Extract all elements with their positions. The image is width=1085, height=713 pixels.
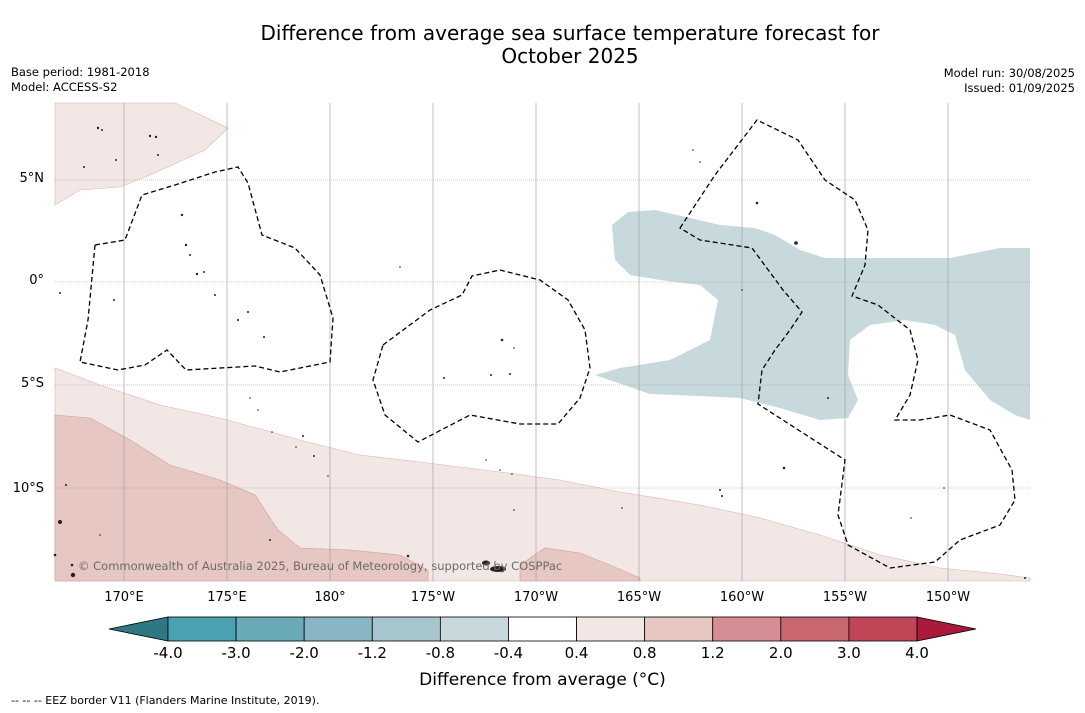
map-title: Difference from average sea surface temp… <box>0 22 1085 68</box>
meridians <box>123 103 949 581</box>
base-period-info: Base period: 1981-2018 Model: ACCESS-S2 <box>11 65 150 95</box>
eez-kiribati-gilbert <box>79 166 334 373</box>
colorbar-tick-label: -1.2 <box>357 644 387 662</box>
colorbar-tick-label: 2.0 <box>768 644 793 662</box>
lon-label-165w: 165°W <box>616 590 662 605</box>
lat-label-equator: 0° <box>29 273 44 288</box>
lat-label-5n: 5°N <box>19 171 45 186</box>
colorbar-segment <box>439 616 509 642</box>
eez-borders <box>79 119 1016 569</box>
lon-label-150w: 150°W <box>925 590 971 605</box>
colorbar-tick-label: -3.0 <box>221 644 251 662</box>
model-run-info: Model run: 30/08/2025 Issued: 01/09/2025 <box>944 66 1075 96</box>
lat-label-10s: 10°S <box>12 481 44 496</box>
map-attribution: © Commonwealth of Australia 2025, Bureau… <box>78 559 562 573</box>
colorbar-segment <box>644 616 714 642</box>
colorbar-tick-label: -0.4 <box>493 644 524 662</box>
colorbar-label: Difference from average (°C) <box>419 670 666 690</box>
islands <box>53 126 1026 579</box>
colorbar-segment <box>780 616 850 642</box>
eez-footnote: -- -- -- EEZ border V11 (Flanders Marine… <box>11 694 320 707</box>
eez-line-islands <box>679 119 1016 569</box>
base-period-text: Base period: 1981-2018 <box>11 65 150 79</box>
colorbar-segment <box>303 616 373 642</box>
colorbar-segment <box>576 616 646 642</box>
lon-label-155w: 155°W <box>822 590 868 605</box>
map-title-line1: Difference from average sea surface temp… <box>260 21 880 45</box>
colorbar-extend-low <box>108 616 169 642</box>
lat-label-5s: 5°S <box>20 376 44 391</box>
colorbar-tick-label: 0.8 <box>632 644 657 662</box>
colorbar-segments <box>108 616 977 642</box>
colorbar-segment <box>167 616 237 642</box>
colorbar-tick-label: 1.2 <box>700 644 725 662</box>
colorbar-tick-label: 3.0 <box>836 644 861 662</box>
anomaly-area-southwest <box>54 414 429 582</box>
lon-label-175w: 175°W <box>410 590 456 605</box>
lon-label-175e: 175°E <box>207 590 247 605</box>
issued-date-text: Issued: 01/09/2025 <box>964 81 1075 95</box>
map-title-line2: October 2025 <box>501 44 639 68</box>
colorbar-tick-label: -2.0 <box>289 644 319 662</box>
colorbar-segment <box>712 616 782 642</box>
gridlines <box>55 179 1030 489</box>
colorbar-tick-label: 4.0 <box>905 644 929 662</box>
anomaly-area-cold <box>595 210 1030 420</box>
lon-label-160w: 160°W <box>719 590 765 605</box>
colorbar-segment <box>848 616 918 642</box>
colorbar-segment <box>508 616 577 642</box>
colorbar-segment <box>235 616 305 642</box>
lon-label-170e: 170°E <box>104 590 144 605</box>
model-text: Model: ACCESS-S2 <box>11 80 118 94</box>
colorbar-tick-label: 0.4 <box>564 644 589 662</box>
lon-label-180: 180° <box>314 590 346 605</box>
colorbar-tick-label: -4.0 <box>153 644 183 662</box>
anomaly-area-south-center <box>519 547 641 582</box>
colorbar-extend-high <box>916 616 977 642</box>
model-run-text: Model run: 30/08/2025 <box>943 66 1075 80</box>
eez-tuvalu-tokelau <box>372 269 591 443</box>
lon-label-170w: 170°W <box>513 590 559 605</box>
colorbar-tick-label: -0.8 <box>425 644 455 662</box>
colorbar-segment <box>371 616 441 642</box>
